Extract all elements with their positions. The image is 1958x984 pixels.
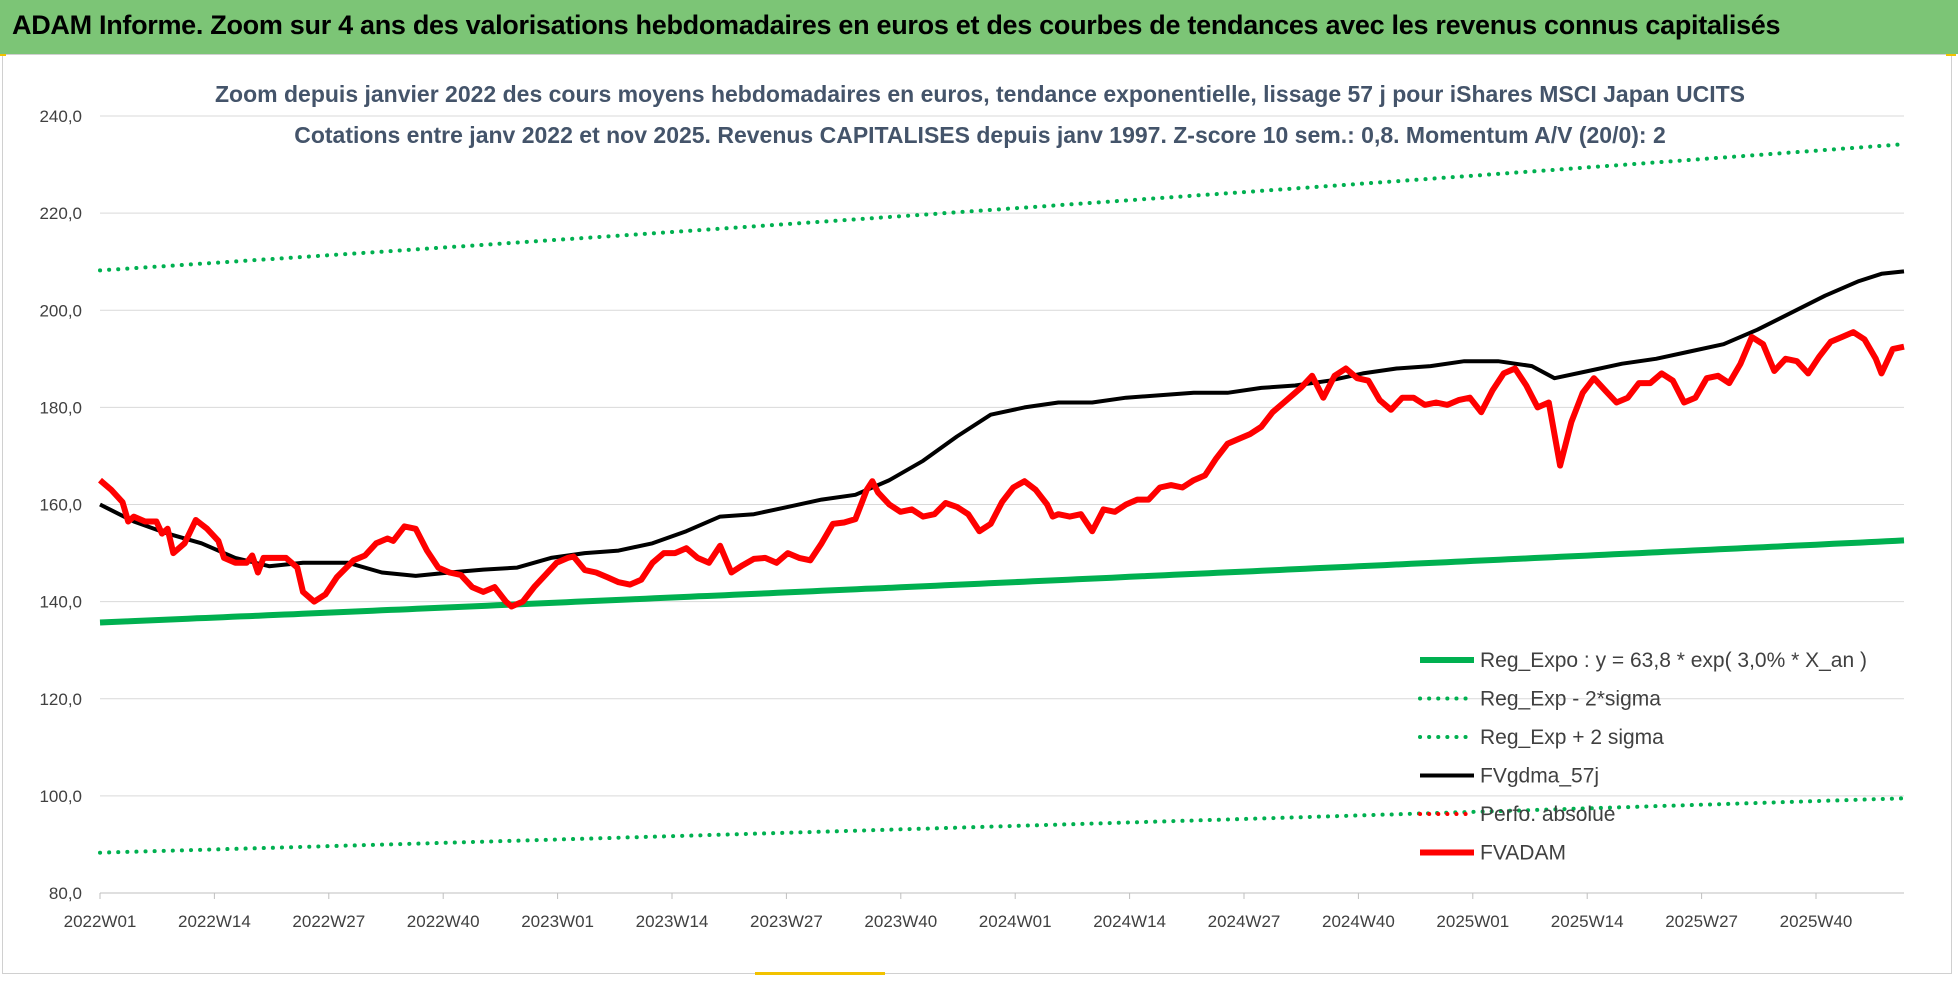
x-tick-label: 2022W40 (407, 912, 480, 931)
y-tick-label: 180,0 (39, 398, 82, 417)
legend-label-fvgdma-57j: FVgdma_57j (1480, 765, 1599, 788)
x-tick-label: 2023W40 (864, 912, 937, 931)
legend-label-fvadam: FVADAM (1480, 842, 1566, 865)
x-tick-label: 2023W27 (750, 912, 823, 931)
chart-title-line-1: Zoom depuis janvier 2022 des cours moyen… (215, 81, 1745, 107)
frame-corner-mark-right (1946, 54, 1956, 56)
series-reg-expo (99, 537, 1905, 626)
x-tick-label: 2022W01 (64, 912, 137, 931)
legend-label-reg-exp-plus-2sigma: Reg_Exp + 2 sigma (1480, 726, 1664, 749)
y-tick-label: 160,0 (39, 496, 82, 515)
legend-label-reg-exp-minus-2sigma: Reg_Exp - 2*sigma (1480, 688, 1661, 711)
x-tick-label: 2024W14 (1093, 912, 1166, 931)
x-tick-label: 2023W01 (521, 912, 594, 931)
x-tick-label: 2024W40 (1322, 912, 1395, 931)
series-reg-exp-minus-2sigma (98, 796, 1906, 855)
y-tick-label: 240,0 (39, 107, 82, 126)
x-tick-label: 2025W01 (1436, 912, 1509, 931)
series-fvadam (98, 329, 1905, 610)
y-tick-label: 100,0 (39, 787, 82, 806)
x-tick-label: 2022W27 (292, 912, 365, 931)
x-tick-label: 2025W27 (1665, 912, 1738, 931)
x-tick-label: 2023W14 (636, 912, 709, 931)
y-tick-label: 220,0 (39, 204, 82, 223)
x-tick-label: 2025W14 (1551, 912, 1624, 931)
y-tick-label: 80,0 (49, 884, 82, 903)
legend: Reg_Expo : y = 63,8 * exp( 3,0% * X_an )… (1418, 649, 1867, 865)
frame-corner-mark-left (0, 54, 6, 56)
x-tick-label: 2025W40 (1780, 912, 1853, 931)
banner-title: ADAM Informe. Zoom sur 4 ans des valoris… (12, 10, 1781, 40)
y-tick-label: 120,0 (39, 690, 82, 709)
banner: ADAM Informe. Zoom sur 4 ans des valoris… (0, 0, 1958, 54)
frame-bottom-mark (755, 972, 885, 975)
series-layer (98, 142, 1906, 855)
series-fvgdma-57j (99, 269, 1905, 578)
legend-label-reg-expo: Reg_Expo : y = 63,8 * exp( 3,0% * X_an ) (1480, 649, 1867, 672)
y-axis: 240,0 220,0 200,0 180,0 160,0 140,0 120,0 100,0… (39, 107, 82, 903)
legend-label-perfo-absolue: Perfo. absolue (1480, 803, 1615, 826)
x-axis: 2022W01 2022W14 2022W27 2022W40 2023W01 2023W… (64, 893, 1853, 931)
x-tick-label: 2024W27 (1208, 912, 1281, 931)
series-reg-exp-plus-2sigma (98, 142, 1906, 273)
y-tick-label: 200,0 (39, 301, 82, 320)
chart-frame (2, 54, 1952, 974)
x-tick-label: 2022W14 (178, 912, 251, 931)
y-tick-label: 140,0 (39, 593, 82, 612)
x-tick-label: 2024W01 (979, 912, 1052, 931)
chart-title-line-2: Cotations entre janv 2022 et nov 2025. R… (294, 122, 1666, 148)
